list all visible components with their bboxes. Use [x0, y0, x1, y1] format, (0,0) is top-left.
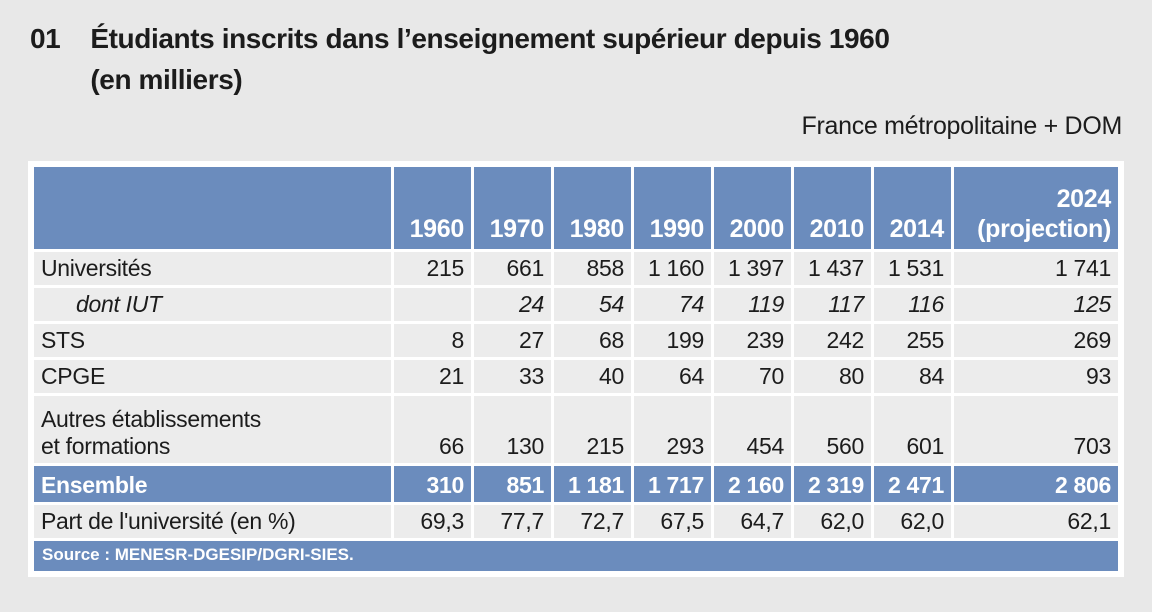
row-label: Autres établissements et formations — [31, 393, 394, 466]
source-row: Source : MENESR-DGESIP/DGRI-SIES. — [31, 538, 1121, 574]
cell-value: 125 — [951, 285, 1121, 324]
cell-value: 215 — [391, 249, 474, 288]
cell-value: 62,1 — [951, 502, 1121, 541]
table-row: Part de l'université (en %) 69,3 77,7 72,7 6… — [31, 502, 1121, 541]
cell-value: 8 — [391, 321, 474, 360]
cell-value: 2 160 — [711, 463, 794, 505]
cell-value: 293 — [631, 393, 714, 466]
row-label: CPGE — [31, 357, 394, 396]
cell-value: 661 — [471, 249, 554, 288]
cell-value: 851 — [471, 463, 554, 505]
cell-value: 66 — [391, 393, 474, 466]
source-note: Source : MENESR-DGESIP/DGRI-SIES. — [31, 538, 1121, 574]
cell-value: 33 — [471, 357, 554, 396]
cell-value: 77,7 — [471, 502, 554, 541]
cell-value: 74 — [631, 285, 714, 324]
cell-value: 64,7 — [711, 502, 794, 541]
cell-value: 199 — [631, 321, 714, 360]
cell-value: 117 — [791, 285, 874, 324]
cell-value: 1 181 — [551, 463, 634, 505]
column-header-year: 1960 — [391, 164, 474, 252]
table-frame: 1960 1970 1980 1990 2000 2010 2014 2024 (projec… — [28, 161, 1124, 577]
cell-value: 242 — [791, 321, 874, 360]
column-header-year: 2024 (projection) — [951, 164, 1121, 252]
cell-value: 560 — [791, 393, 874, 466]
cell-value: 1 741 — [951, 249, 1121, 288]
row-label: Universités — [31, 249, 394, 288]
cell-value: 21 — [391, 357, 474, 396]
cell-value: 116 — [871, 285, 954, 324]
cell-value: 84 — [871, 357, 954, 396]
table-body: Universités 215 661 858 1 160 1 397 1 437 1 531… — [31, 249, 1121, 574]
figure-title-line2: (en milliers) — [90, 64, 243, 95]
cell-value: 601 — [871, 393, 954, 466]
cell-value: 310 — [391, 463, 474, 505]
cell-value: 2 319 — [791, 463, 874, 505]
cell-value: 1 437 — [791, 249, 874, 288]
table-row: STS 8 27 68 199 239 242 255 269 — [31, 321, 1121, 360]
column-header-year: 2000 — [711, 164, 794, 252]
column-header-year: 1980 — [551, 164, 634, 252]
enrollment-table: 1960 1970 1980 1990 2000 2010 2014 2024 (projec… — [31, 164, 1121, 574]
cell-value: 2 806 — [951, 463, 1121, 505]
table-row: CPGE 21 33 40 64 70 80 84 93 — [31, 357, 1121, 396]
table-row: Universités 215 661 858 1 160 1 397 1 437 1 531… — [31, 249, 1121, 288]
cell-value: 1 717 — [631, 463, 714, 505]
table-row: Autres établissements et formations 66 130… — [31, 393, 1121, 466]
column-header-year: 2014 — [871, 164, 954, 252]
cell-value: 68 — [551, 321, 634, 360]
cell-value: 255 — [871, 321, 954, 360]
row-label: STS — [31, 321, 394, 360]
cell-value: 64 — [631, 357, 714, 396]
cell-value: 93 — [951, 357, 1121, 396]
figure-number: 01 — [30, 23, 61, 54]
cell-value: 858 — [551, 249, 634, 288]
cell-value: 69,3 — [391, 502, 474, 541]
cell-value: 24 — [471, 285, 554, 324]
cell-value: 1 531 — [871, 249, 954, 288]
cell-value: 40 — [551, 357, 634, 396]
column-header-year: 1990 — [631, 164, 714, 252]
cell-value: 2 471 — [871, 463, 954, 505]
figure-title-line1: Étudiants inscrits dans l’enseignement s… — [90, 23, 890, 54]
column-header-label — [31, 164, 394, 252]
column-header-year: 1970 — [471, 164, 554, 252]
cell-value: 80 — [791, 357, 874, 396]
cell-value: 1 397 — [711, 249, 794, 288]
column-header-year: 2010 — [791, 164, 874, 252]
row-label: Ensemble — [31, 463, 394, 505]
row-label: Part de l'université (en %) — [31, 502, 394, 541]
cell-value: 215 — [551, 393, 634, 466]
geographic-scope-note: France métropolitaine + DOM — [801, 112, 1122, 140]
figure-title-block: 01 Étudiants inscrits dans l’enseignemen… — [30, 18, 890, 100]
cell-value: 703 — [951, 393, 1121, 466]
cell-value: 239 — [711, 321, 794, 360]
figure-title: Étudiants inscrits dans l’enseignement s… — [90, 18, 890, 100]
cell-value: 130 — [471, 393, 554, 466]
cell-value: 1 160 — [631, 249, 714, 288]
cell-value: 62,0 — [871, 502, 954, 541]
table-header-row: 1960 1970 1980 1990 2000 2010 2014 2024 (projec… — [31, 164, 1121, 252]
cell-value: 27 — [471, 321, 554, 360]
table-row: Ensemble 310 851 1 181 1 717 2 160 2 319 2 471 2… — [31, 463, 1121, 505]
cell-value: 269 — [951, 321, 1121, 360]
cell-value: 54 — [551, 285, 634, 324]
cell-value: 72,7 — [551, 502, 634, 541]
cell-value — [391, 285, 474, 324]
table-row: dont IUT 24 54 74 119 117 116 125 — [31, 285, 1121, 324]
row-label: dont IUT — [31, 285, 394, 324]
cell-value: 70 — [711, 357, 794, 396]
cell-value: 454 — [711, 393, 794, 466]
cell-value: 119 — [711, 285, 794, 324]
cell-value: 62,0 — [791, 502, 874, 541]
cell-value: 67,5 — [631, 502, 714, 541]
